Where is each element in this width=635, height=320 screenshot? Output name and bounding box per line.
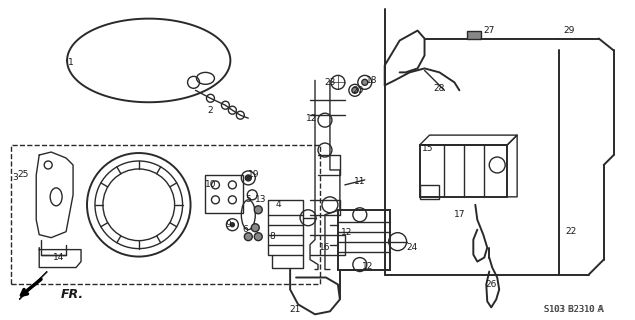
Text: 29: 29 — [563, 26, 575, 35]
Bar — [11, 145, 320, 284]
Bar — [420, 185, 439, 199]
Circle shape — [245, 175, 251, 181]
Text: S103 B2310 A: S103 B2310 A — [544, 305, 603, 314]
Text: 24: 24 — [406, 243, 417, 252]
Text: 26: 26 — [486, 280, 497, 289]
Text: 13: 13 — [255, 195, 266, 204]
Text: 18: 18 — [366, 76, 378, 85]
Text: 3: 3 — [13, 173, 18, 182]
Text: 16: 16 — [319, 243, 331, 252]
Circle shape — [254, 206, 262, 214]
Bar — [268, 200, 303, 255]
Text: 28: 28 — [434, 84, 445, 93]
Bar — [467, 31, 481, 38]
Text: 8: 8 — [269, 232, 275, 241]
Text: 25: 25 — [18, 171, 29, 180]
Text: 6: 6 — [243, 225, 248, 234]
Text: 12: 12 — [341, 228, 352, 237]
Circle shape — [254, 233, 262, 241]
Text: 10: 10 — [204, 180, 216, 189]
Circle shape — [352, 87, 358, 93]
Circle shape — [362, 79, 368, 85]
Text: 21: 21 — [290, 305, 301, 314]
Text: 27: 27 — [484, 26, 495, 35]
Text: 2: 2 — [208, 106, 213, 115]
Polygon shape — [19, 271, 47, 300]
Text: 4: 4 — [276, 200, 281, 209]
Text: 9: 9 — [225, 220, 231, 229]
Text: 19: 19 — [248, 171, 259, 180]
Text: 12: 12 — [306, 114, 318, 123]
Text: S103 B2310 A: S103 B2310 A — [544, 305, 604, 314]
Text: 17: 17 — [453, 210, 465, 219]
Text: 14: 14 — [53, 253, 65, 262]
Bar — [420, 145, 507, 197]
Circle shape — [244, 233, 252, 241]
Text: FR.: FR. — [61, 288, 84, 301]
Bar — [338, 210, 390, 269]
Text: 23: 23 — [324, 78, 336, 87]
Text: 1: 1 — [68, 58, 74, 67]
Text: 12: 12 — [362, 262, 373, 271]
Circle shape — [231, 223, 234, 227]
Text: 5: 5 — [245, 195, 251, 204]
Text: 11: 11 — [354, 177, 366, 187]
Text: 15: 15 — [422, 144, 433, 153]
Circle shape — [251, 224, 259, 232]
Bar — [206, 175, 243, 213]
Text: 22: 22 — [565, 227, 577, 236]
Text: 20: 20 — [352, 86, 363, 95]
